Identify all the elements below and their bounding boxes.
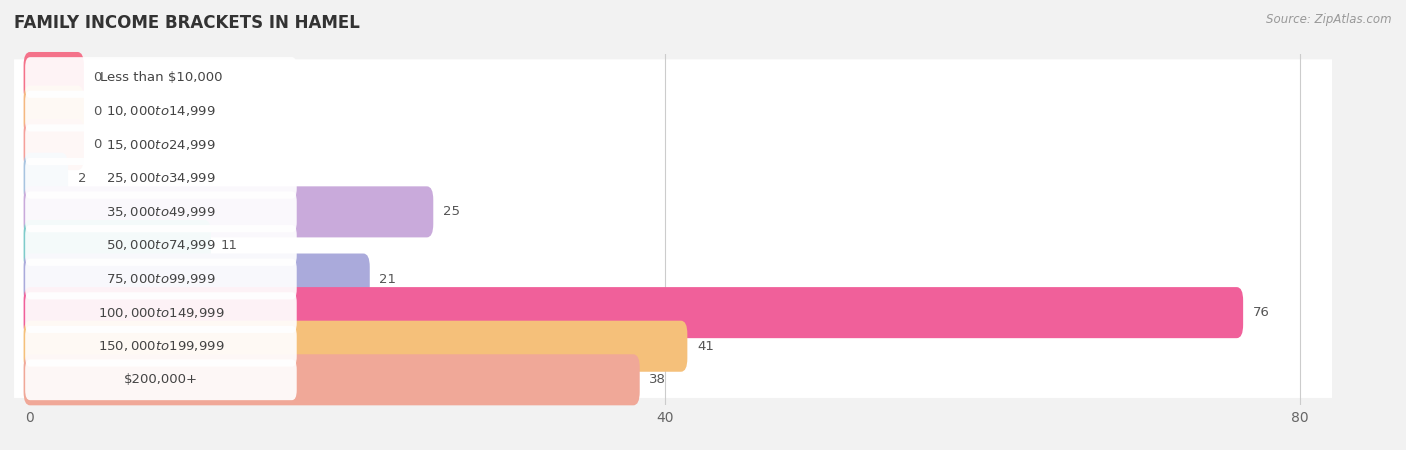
Text: $35,000 to $49,999: $35,000 to $49,999 [105,205,215,219]
FancyBboxPatch shape [14,261,1331,297]
FancyBboxPatch shape [14,194,1331,230]
FancyBboxPatch shape [14,294,1331,331]
FancyBboxPatch shape [25,158,297,198]
Text: 38: 38 [650,374,666,386]
Text: $10,000 to $14,999: $10,000 to $14,999 [105,104,215,118]
Text: $150,000 to $199,999: $150,000 to $199,999 [97,339,224,353]
FancyBboxPatch shape [25,292,297,333]
FancyBboxPatch shape [24,321,688,372]
FancyBboxPatch shape [24,220,211,271]
FancyBboxPatch shape [14,328,1331,365]
FancyBboxPatch shape [24,287,1243,338]
FancyBboxPatch shape [25,360,297,400]
Text: 0: 0 [93,138,101,151]
Text: 0: 0 [93,71,101,84]
FancyBboxPatch shape [25,259,297,299]
Text: 41: 41 [697,340,714,353]
FancyBboxPatch shape [14,362,1331,398]
Text: 11: 11 [221,239,238,252]
Text: FAMILY INCOME BRACKETS IN HAMEL: FAMILY INCOME BRACKETS IN HAMEL [14,14,360,32]
Text: 25: 25 [443,205,460,218]
FancyBboxPatch shape [24,86,84,137]
Text: $25,000 to $34,999: $25,000 to $34,999 [105,171,215,185]
FancyBboxPatch shape [25,225,297,266]
FancyBboxPatch shape [25,57,297,98]
FancyBboxPatch shape [24,119,84,170]
FancyBboxPatch shape [24,153,67,204]
Text: Less than $10,000: Less than $10,000 [100,71,222,84]
FancyBboxPatch shape [14,126,1331,163]
Text: 0: 0 [93,104,101,117]
Text: $50,000 to $74,999: $50,000 to $74,999 [105,238,215,252]
FancyBboxPatch shape [14,59,1331,96]
FancyBboxPatch shape [14,93,1331,129]
Text: 2: 2 [77,172,86,185]
FancyBboxPatch shape [24,354,640,405]
FancyBboxPatch shape [24,52,84,103]
FancyBboxPatch shape [25,326,297,367]
FancyBboxPatch shape [14,227,1331,264]
FancyBboxPatch shape [24,253,370,305]
Text: 21: 21 [380,273,396,286]
Text: $15,000 to $24,999: $15,000 to $24,999 [105,138,215,152]
FancyBboxPatch shape [14,160,1331,196]
FancyBboxPatch shape [24,186,433,238]
FancyBboxPatch shape [25,192,297,232]
Text: $75,000 to $99,999: $75,000 to $99,999 [105,272,215,286]
FancyBboxPatch shape [25,124,297,165]
Text: Source: ZipAtlas.com: Source: ZipAtlas.com [1267,14,1392,27]
FancyBboxPatch shape [25,91,297,131]
Text: 76: 76 [1253,306,1270,319]
Text: $100,000 to $149,999: $100,000 to $149,999 [97,306,224,320]
Text: $200,000+: $200,000+ [124,374,198,386]
